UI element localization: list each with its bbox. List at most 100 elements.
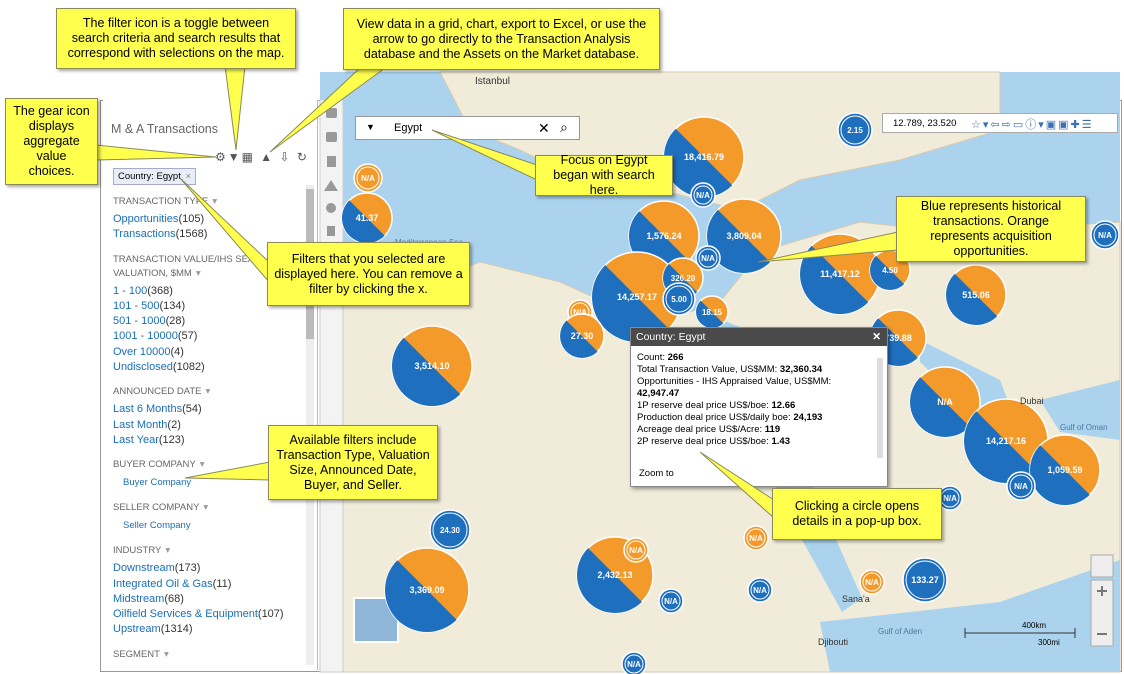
bubble[interactable]: 3,514.10	[391, 325, 473, 407]
bubble-fill	[623, 537, 649, 563]
bubble[interactable]: 11,417.12	[799, 233, 881, 315]
bubble-half	[392, 337, 461, 406]
bubble-fill	[695, 245, 721, 271]
filter-item[interactable]: Over 10000(4)	[113, 345, 317, 360]
filter-item[interactable]: Last Year(123)	[113, 433, 317, 448]
bubble[interactable]: N/A	[353, 163, 383, 193]
section-toggle[interactable]: ▾	[212, 196, 218, 207]
filter-item[interactable]: Integrated Oil & Gas(11)	[113, 577, 317, 592]
filter-item[interactable]: Buyer Company	[123, 475, 317, 491]
bubble[interactable]: N/A	[623, 537, 649, 563]
bubble-label: N/A	[573, 308, 587, 317]
bubble-half	[592, 265, 669, 343]
section-toggle[interactable]: ▾	[199, 459, 205, 471]
section-toggle[interactable]: ▾	[165, 545, 171, 557]
row-value: 24,193	[793, 412, 823, 423]
filter-item[interactable]: 1001 - 10000(57)	[113, 329, 317, 344]
bubble[interactable]: 515.06	[945, 264, 1007, 326]
callout: The filter icon is a toggle between sear…	[56, 8, 296, 69]
section-toggle[interactable]: ▾	[163, 648, 169, 660]
bubble[interactable]: N/A	[695, 245, 721, 271]
bubble[interactable]: 14,217.16	[963, 398, 1049, 484]
bubble[interactable]: N/A	[1090, 220, 1120, 250]
bubble-ring	[356, 166, 380, 190]
toolbar-icons[interactable]: ⚙▼▦ ▲ ⇩ ↻	[215, 150, 309, 164]
bubble[interactable]: N/A	[1006, 471, 1036, 501]
bubble[interactable]: N/A	[743, 525, 769, 551]
filter-item[interactable]: Transactions(1568)	[113, 227, 317, 242]
filter-item[interactable]: Upstream(1314)	[113, 622, 317, 637]
filter-count: (134)	[159, 299, 186, 312]
bubble-label: 2,432.13	[597, 570, 632, 580]
zoom-bar[interactable]	[1090, 579, 1114, 647]
filter-item[interactable]: 1 - 100(368)	[113, 284, 317, 299]
bubble-label: 515.06	[962, 290, 990, 300]
search-button[interactable]: ⌕	[560, 119, 568, 135]
bubble[interactable]: 41.37	[341, 192, 393, 244]
bubble[interactable]: 18.15	[695, 295, 729, 329]
popup-close[interactable]: ✕	[872, 331, 881, 343]
filter-item[interactable]: Seller Company	[123, 518, 317, 534]
zoom-link[interactable]: Zoom to	[639, 468, 674, 479]
filter-item[interactable]: Last 6 Months(54)	[113, 402, 317, 417]
filter-count: (1568)	[175, 228, 208, 241]
bubble[interactable]: N/A	[909, 366, 981, 438]
bubble-half	[663, 128, 733, 198]
callout: Clicking a circle opens details in a pop…	[772, 488, 942, 540]
search-box[interactable]: ▼ Egypt ✕ ⌕	[355, 116, 580, 140]
row-label: Count:	[637, 352, 665, 363]
bubble[interactable]: N/A	[690, 182, 716, 208]
bubble-label: 1,059.59	[1047, 465, 1082, 475]
bubble[interactable]: 27.30	[559, 313, 605, 359]
bubble[interactable]: 2.15	[837, 112, 873, 148]
filter-count: (107)	[257, 608, 284, 621]
filter-item[interactable]: Downstream(173)	[113, 561, 317, 576]
dropdown-arrow[interactable]: ▼	[366, 122, 375, 132]
bubble-label: N/A	[865, 578, 879, 587]
section-toggle[interactable]: ▾	[203, 502, 209, 514]
filter-item[interactable]: 501 - 1000(28)	[113, 314, 317, 329]
bubble-fill	[658, 588, 684, 614]
bubble-label: N/A	[937, 397, 953, 407]
locate-button[interactable]	[1090, 554, 1114, 578]
filter-name: 101 - 500	[113, 299, 160, 312]
section-heading: SEGMENT ▾	[113, 648, 273, 662]
chip-close[interactable]: ×	[185, 171, 192, 182]
bubble[interactable]: N/A	[621, 651, 647, 674]
bubble[interactable]: N/A	[658, 588, 684, 614]
section-title: TRANSACTION VALUE/IHS SEAM VALUATION, $M…	[113, 253, 263, 279]
section-toggle[interactable]: ▾	[205, 386, 211, 398]
filter-item[interactable]: Undisclosed(1082)	[113, 360, 317, 375]
sidebar-title: M & A Transactions	[111, 122, 218, 136]
bubble[interactable]: N/A	[859, 569, 885, 595]
bubble[interactable]: 1,059.59	[1029, 434, 1101, 506]
filter-name: 1001 - 10000	[113, 330, 178, 343]
bubble[interactable]: 24.30	[429, 509, 471, 551]
section-toggle[interactable]: ▾	[195, 267, 201, 279]
filter-chip[interactable]: Country: Egypt ×	[113, 168, 197, 185]
filter-count: (105)	[178, 213, 205, 225]
bubble[interactable]: 5.00	[662, 282, 696, 316]
bubble[interactable]: 14,257.17	[591, 251, 683, 343]
bubble-label: 1,576.24	[646, 231, 681, 241]
filter-item[interactable]: Last Month(2)	[113, 418, 317, 433]
place-label: Sana'a	[842, 594, 870, 604]
filter-item[interactable]: Oilfield Services & Equipment(107)	[113, 607, 317, 622]
filter-item[interactable]: Opportunities(105)	[113, 212, 317, 227]
toolbar-buttons[interactable]: ☆▾⇦⇨▭ⓘ▾▣▣✚☰	[971, 119, 1094, 131]
clear-button[interactable]: ✕	[538, 120, 550, 136]
bubble-label: N/A	[664, 597, 678, 606]
bubble[interactable]: 133.27	[902, 557, 948, 603]
bubble-label: 3,514.10	[414, 361, 449, 371]
bubble-label: 2.15	[847, 126, 863, 135]
bubble-label: 4.50	[882, 266, 898, 275]
filter-count: (123)	[158, 433, 185, 446]
filter-count: (2)	[167, 418, 181, 431]
bubble[interactable]: 18,416.79	[663, 116, 745, 198]
section-title: SELLER COMPANY	[113, 502, 200, 514]
bubble[interactable]: 3,369.09	[384, 547, 470, 633]
filter-item[interactable]: 101 - 500(134)	[113, 299, 317, 314]
bubble-label: N/A	[361, 174, 375, 183]
filter-item[interactable]: Midstream(68)	[113, 592, 317, 607]
bubble[interactable]: N/A	[747, 577, 773, 603]
